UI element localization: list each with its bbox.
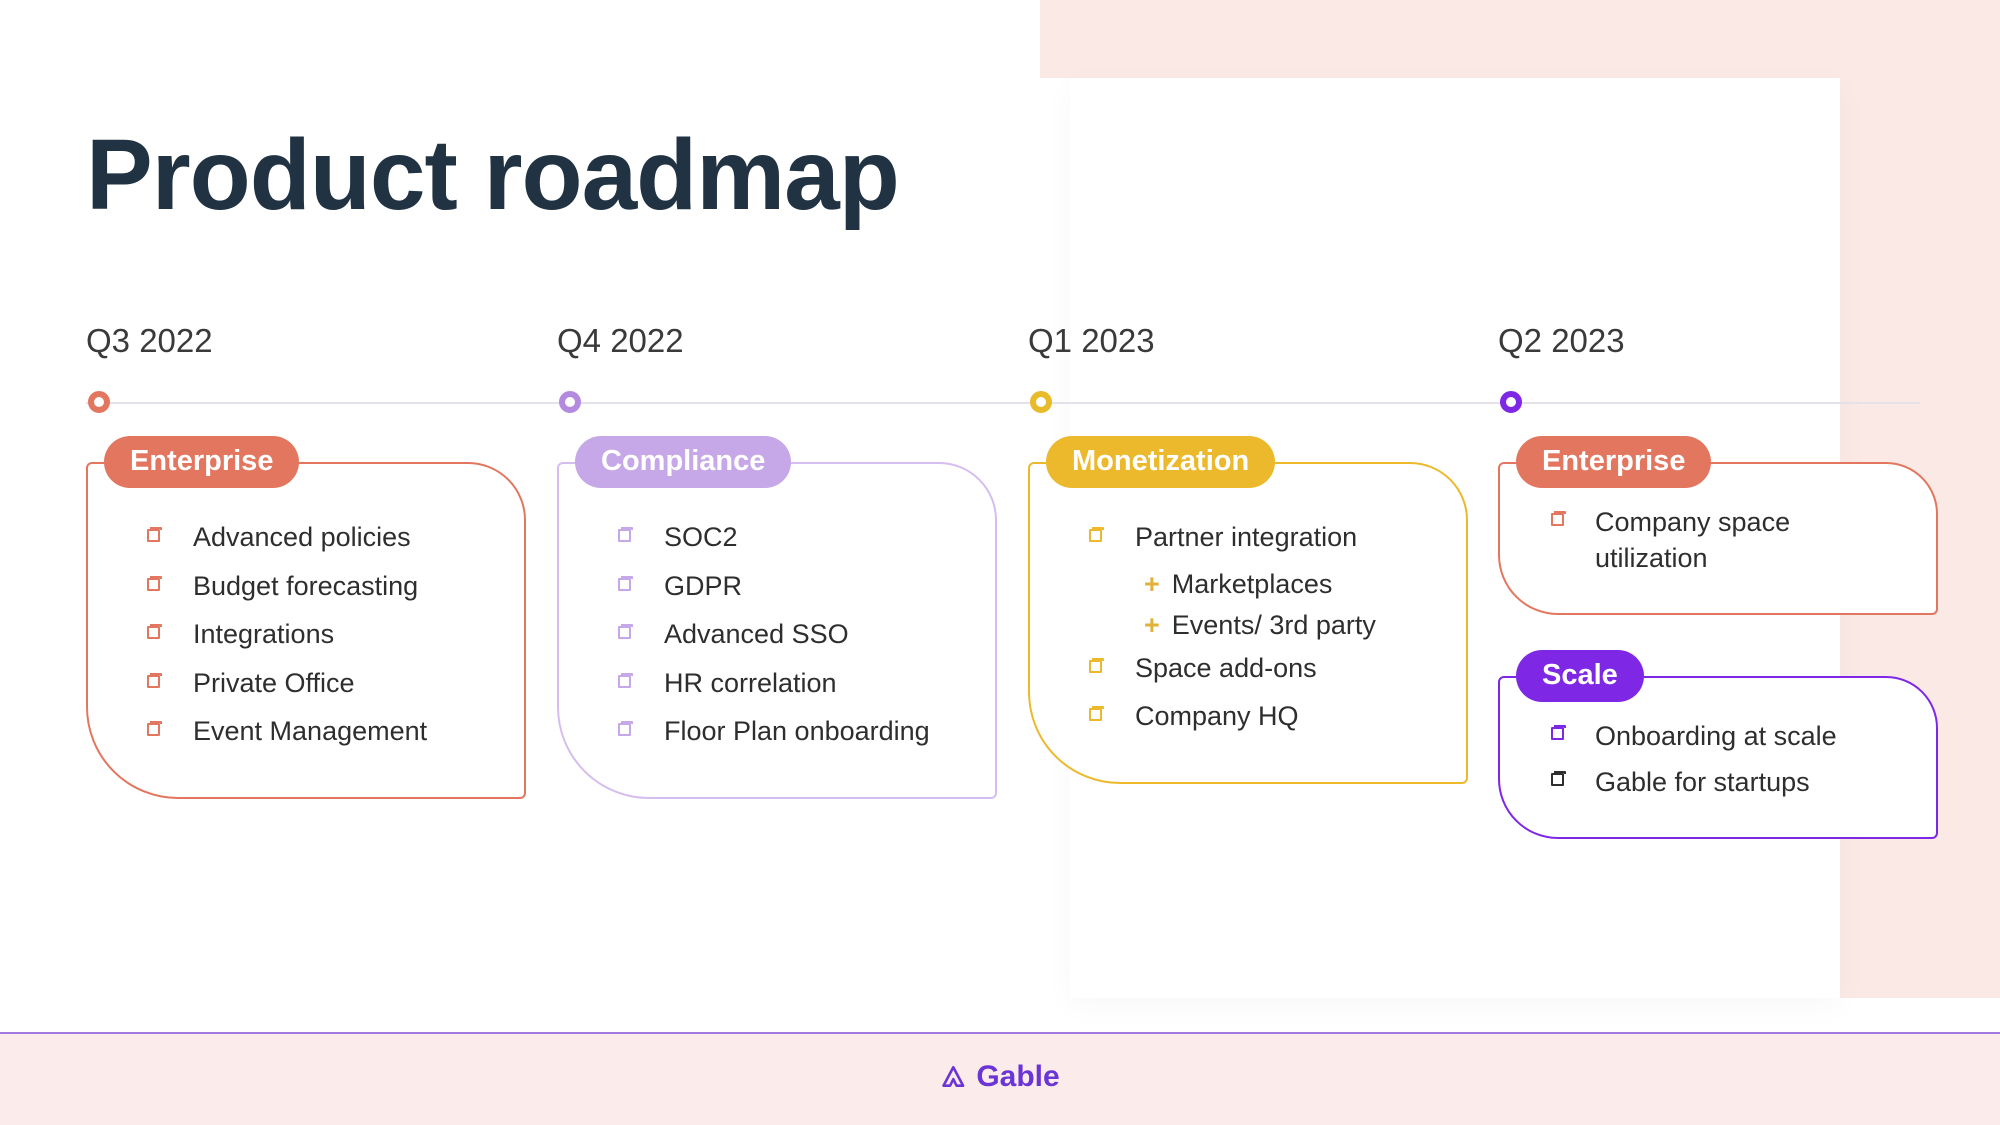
timeline-node-q1	[1030, 391, 1052, 413]
roadmap-card: ScaleOnboarding at scaleGable for startu…	[1498, 676, 1938, 839]
quarter-label: Q3 2022	[86, 322, 213, 360]
accent-top-band	[1040, 0, 2000, 78]
checkbox-icon	[617, 672, 634, 689]
checkbox-icon	[617, 575, 634, 592]
roadmap-card: ComplianceSOC2GDPRAdvanced SSOHR correla…	[557, 462, 997, 799]
list-item: GDPR	[617, 569, 967, 604]
list-subitem-text: Marketplaces	[1172, 569, 1333, 600]
card-badge: Scale	[1516, 650, 1644, 702]
page-title: Product roadmap	[86, 118, 899, 233]
list-item-text: HR correlation	[664, 666, 967, 701]
list-item-text: Company HQ	[1135, 699, 1438, 734]
card-badge: Compliance	[575, 436, 791, 488]
list-item: SOC2	[617, 520, 967, 555]
list-item-text: Gable for startups	[1595, 764, 1810, 800]
checkbox-icon	[1550, 510, 1567, 527]
checkbox-icon	[1088, 657, 1105, 674]
plus-icon: +	[1144, 610, 1160, 641]
checkbox-icon	[1550, 770, 1567, 787]
checkbox-icon	[146, 575, 163, 592]
card-badge: Enterprise	[1516, 436, 1711, 488]
list-item-text: Company space utilization	[1595, 504, 1910, 577]
timeline-line	[86, 402, 1920, 404]
list-item-text: Advanced policies	[193, 520, 496, 555]
brand-logo: Gable	[940, 1060, 1059, 1094]
list-item: Onboarding at scale	[1550, 718, 1910, 754]
card-badge: Monetization	[1046, 436, 1275, 488]
gable-logo-icon	[940, 1064, 966, 1090]
card-item-list: SOC2 GDPR Advanced SSO HR correlation Floor …	[617, 520, 967, 749]
checkbox-icon	[1550, 724, 1567, 741]
list-item-text: SOC2	[664, 520, 967, 555]
roadmap-card: EnterpriseAdvanced policiesBudget foreca…	[86, 462, 526, 799]
quarter-label: Q4 2022	[557, 322, 684, 360]
list-item: Company HQ	[1088, 699, 1438, 734]
roadmap-card: MonetizationPartner integration+Marketpl…	[1028, 462, 1468, 784]
checkbox-icon	[617, 623, 634, 640]
list-item-text: Onboarding at scale	[1595, 718, 1837, 754]
list-item: Advanced policies	[146, 520, 496, 555]
list-item-text: Event Management	[193, 714, 496, 749]
card-item-list: Company space utilization	[1550, 504, 1910, 577]
list-item-text: Floor Plan onboarding	[664, 714, 967, 749]
timeline-node-q3	[88, 391, 110, 413]
checkbox-icon	[146, 623, 163, 640]
list-item-text: GDPR	[664, 569, 967, 604]
list-item: Budget forecasting	[146, 569, 496, 604]
checkbox-icon	[617, 526, 634, 543]
list-item-text: Advanced SSO	[664, 617, 967, 652]
checkbox-icon	[1088, 705, 1105, 722]
list-subitem: + Marketplaces	[1144, 569, 1438, 600]
list-item: Partner integration	[1088, 520, 1438, 555]
list-item-text: Private Office	[193, 666, 496, 701]
timeline-node-q2	[1500, 391, 1522, 413]
card-item-list: Advanced policies Budget forecasting Integ…	[146, 520, 496, 749]
list-item: HR correlation	[617, 666, 967, 701]
quarter-label: Q2 2023	[1498, 322, 1625, 360]
list-item: Advanced SSO	[617, 617, 967, 652]
plus-icon: +	[1144, 569, 1160, 600]
list-item-text: Budget forecasting	[193, 569, 496, 604]
list-subitem: + Events/ 3rd party	[1144, 610, 1438, 641]
checkbox-icon	[146, 720, 163, 737]
list-item-text: Partner integration	[1135, 520, 1438, 555]
roadmap-card: EnterpriseCompany space utilization	[1498, 462, 1938, 615]
card-badge: Enterprise	[104, 436, 299, 488]
brand-logo-text: Gable	[976, 1060, 1059, 1094]
list-item: Gable for startups	[1550, 764, 1910, 800]
checkbox-icon	[617, 720, 634, 737]
timeline-node-q4	[559, 391, 581, 413]
list-item-text: Space add-ons	[1135, 651, 1438, 686]
checkbox-icon	[146, 672, 163, 689]
list-item: Integrations	[146, 617, 496, 652]
list-item: Space add-ons	[1088, 651, 1438, 686]
checkbox-icon	[1088, 526, 1105, 543]
checkbox-icon	[146, 526, 163, 543]
list-item-text: Integrations	[193, 617, 496, 652]
card-item-list: Onboarding at scale Gable for startups	[1550, 718, 1910, 801]
list-item: Company space utilization	[1550, 504, 1910, 577]
list-item: Private Office	[146, 666, 496, 701]
card-item-list: Partner integration + Marketplaces + Events/…	[1088, 520, 1438, 734]
list-subitem-text: Events/ 3rd party	[1172, 610, 1376, 641]
list-item: Event Management	[146, 714, 496, 749]
quarter-label: Q1 2023	[1028, 322, 1155, 360]
list-item: Floor Plan onboarding	[617, 714, 967, 749]
